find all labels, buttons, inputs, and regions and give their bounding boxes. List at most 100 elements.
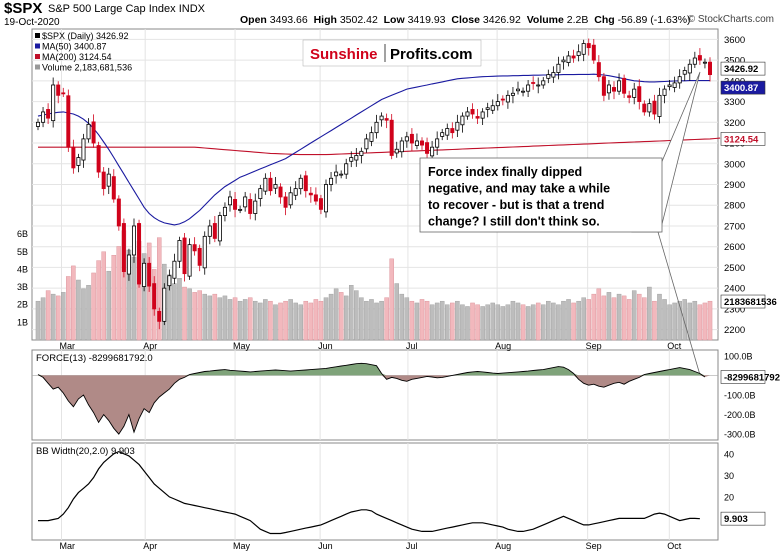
candle-body	[682, 70, 687, 75]
chg-label: Chg	[594, 14, 615, 26]
candle-body	[551, 72, 556, 78]
volume-bar	[263, 299, 268, 341]
candle-body	[652, 100, 657, 115]
volume-bar	[495, 304, 501, 341]
volume-bar	[157, 237, 162, 341]
volume-bar	[596, 288, 602, 341]
price-tick-label: 2800	[724, 201, 745, 212]
quote-summary: Open 3493.66 High 3502.42 Low 3419.93 Cl…	[240, 14, 691, 26]
candle-body	[313, 194, 318, 202]
candle-body	[152, 283, 157, 310]
volume-bar	[626, 299, 632, 341]
price-tick-label: 2700	[724, 221, 745, 232]
annotation-line-1: negative, and may take a while	[428, 182, 610, 196]
volume-bar	[475, 304, 480, 341]
volume-bar	[227, 299, 233, 341]
candle-body	[349, 157, 354, 162]
candle-body	[657, 94, 662, 117]
candle-body	[318, 198, 323, 210]
volume-bar	[333, 288, 339, 341]
volume-bar	[40, 297, 46, 341]
sunshine-profits-watermark: Sunshine Profits.com	[302, 39, 482, 67]
candle-body	[455, 121, 460, 131]
volume-bar	[439, 300, 445, 341]
candle-body	[637, 86, 642, 102]
volume-bar	[621, 295, 627, 341]
volume-bar	[338, 292, 344, 341]
candle-body	[66, 95, 71, 148]
candle-body	[329, 177, 334, 185]
force-tick-label: -300.0B	[724, 430, 756, 440]
volume-bar	[631, 290, 637, 341]
legend-entry-1: MA(50) 3400.87	[42, 42, 107, 52]
volume-bar	[530, 304, 536, 341]
candle-body	[126, 254, 131, 275]
volume-value: 2.2B	[566, 14, 589, 26]
volume-bar	[409, 300, 415, 341]
volume-bar	[86, 285, 91, 341]
force-tick-label: 100.0B	[724, 351, 753, 361]
volume-bar	[222, 295, 228, 341]
volume-bar	[91, 272, 96, 341]
volume-tick-label: 4B	[17, 264, 28, 274]
open-value: 3493.66	[269, 14, 308, 26]
candle-body	[677, 76, 682, 84]
x-tick-label-price: Sep	[586, 341, 602, 351]
price-tick-label: 3300	[724, 97, 745, 108]
candle-body	[86, 123, 91, 140]
volume-bar	[551, 302, 556, 341]
exchange-text: INDX	[178, 3, 205, 15]
volume-bar	[207, 295, 213, 341]
candle-body	[207, 225, 212, 237]
volume-bar	[379, 300, 384, 341]
x-tick-label-bottom: Jun	[318, 541, 333, 551]
volume-bar	[217, 297, 223, 341]
volume-bar	[642, 297, 647, 341]
force-line	[37, 362, 706, 435]
candle-body	[480, 111, 485, 119]
candle-body	[197, 247, 202, 266]
volume-bar	[313, 299, 319, 341]
candle-body	[475, 116, 480, 119]
price-tick-label: 2400	[724, 284, 745, 295]
candle-body	[531, 82, 536, 84]
force-tick-label: -100.0B	[724, 391, 756, 401]
candle-body	[384, 118, 389, 121]
candle-body	[116, 198, 121, 227]
candle-body	[450, 128, 455, 134]
price-tick-label: 3200	[724, 118, 745, 129]
price-tick-label: 2900	[724, 180, 745, 191]
candle-body	[344, 163, 349, 175]
volume-bar	[561, 300, 566, 341]
volume-bar	[131, 256, 137, 341]
candle-body	[667, 84, 672, 88]
candle-body	[627, 95, 632, 98]
close-value: 3426.92	[482, 14, 521, 26]
x-tick-label-price: Apr	[143, 341, 157, 351]
candle-body	[192, 244, 197, 252]
bbw-tick-label: 40	[724, 449, 734, 459]
volume-tag-box	[720, 294, 766, 309]
volume-tick-label: 1B	[17, 317, 28, 327]
x-tick-label-price: Jun	[318, 341, 333, 351]
ma50-tag: 3400.87	[724, 83, 758, 94]
candle-body	[505, 94, 510, 103]
volume-bar	[616, 293, 622, 341]
volume-bar	[359, 297, 364, 341]
volume-bar	[500, 306, 506, 341]
volume-bar	[566, 299, 571, 341]
x-tick-label-bottom: Apr	[143, 541, 157, 551]
volume-bar	[510, 300, 516, 341]
volume-bar	[707, 300, 713, 341]
annotation-pointer-bottom	[657, 231, 701, 376]
volume-bar	[71, 265, 76, 341]
bbw-tick-label: 20	[724, 492, 734, 502]
watermark-part1: Sunshine	[310, 46, 378, 63]
legend-entry-3: Volume 2,183,681,536	[42, 63, 132, 73]
candle-body	[51, 84, 56, 122]
price-tick-label: 3600	[724, 35, 745, 46]
candle-body	[379, 115, 384, 121]
volume-bar	[35, 300, 41, 341]
price-tick-label: 3000	[724, 159, 745, 170]
ma50-tag-box	[720, 80, 766, 95]
